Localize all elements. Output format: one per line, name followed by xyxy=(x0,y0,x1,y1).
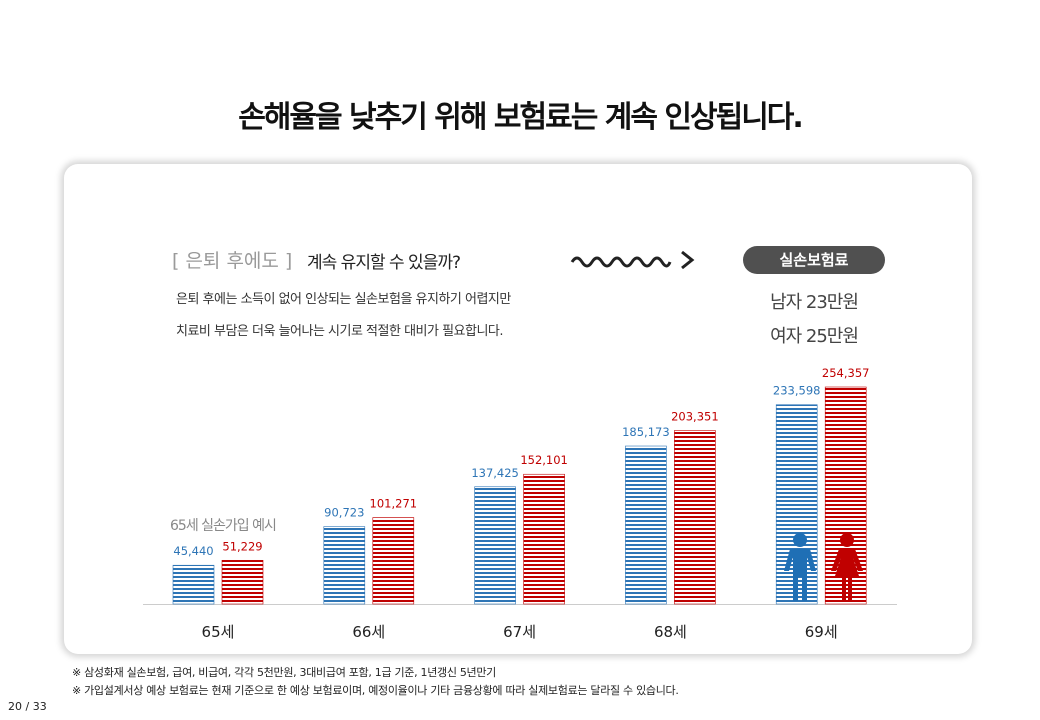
cost: 남자 23만원 xyxy=(770,292,859,313)
bracket-text: [ 은퇴 후에도 ] xyxy=(172,250,293,272)
bar xyxy=(172,564,215,605)
description: 치료비 부담은 더욱 늘어나는 시기로 적절한 대비가 필요합니다. xyxy=(176,324,504,339)
chart-note: 65세 실손가입 예시 xyxy=(170,518,277,534)
bar xyxy=(674,430,716,605)
value-label: 185,173 xyxy=(622,425,670,439)
badge: 실손보험료 xyxy=(743,246,885,274)
title: 손해율을 낮추기 위해 보험료는 계속 인상됩니다. xyxy=(238,100,804,135)
female-icon xyxy=(831,533,863,601)
footnote: ※ 삼성화재 실손보험, 급여, 비급여, 각각 5천만원, 3대비급여 포함,… xyxy=(72,666,497,679)
description: 은퇴 후에는 소득이 없어 인상되는 실손보험을 유지하기 어렵지만 xyxy=(176,292,511,307)
value-label: 45,440 xyxy=(173,544,213,558)
squiggle-arrow xyxy=(570,250,695,270)
bar xyxy=(523,473,565,605)
value-label: 51,229 xyxy=(222,539,262,553)
value-label: 152,101 xyxy=(520,453,568,467)
x-tick-label: 69세 xyxy=(805,623,838,641)
bar xyxy=(221,559,264,605)
bar xyxy=(323,526,366,605)
question: 계속 유지할 수 있을까? xyxy=(307,253,461,273)
x-tick-label: 68세 xyxy=(654,623,687,641)
value-label: 233,598 xyxy=(773,384,821,398)
bar xyxy=(625,445,667,605)
cost: 여자 25만원 xyxy=(770,326,859,347)
x-tick-label: 67세 xyxy=(503,623,536,641)
male-icon xyxy=(784,533,816,601)
bar xyxy=(474,486,516,605)
value-label: 203,351 xyxy=(671,410,719,424)
value-label: 137,425 xyxy=(471,466,519,480)
x-tick-label: 65세 xyxy=(202,623,235,641)
page-number: 20 / 33 xyxy=(8,700,47,713)
x-tick-label: 66세 xyxy=(352,623,385,641)
value-label: 254,357 xyxy=(822,366,870,380)
value-label: 101,271 xyxy=(370,497,418,511)
card xyxy=(64,164,972,654)
bar xyxy=(372,517,415,605)
footnote: ※ 가입설계서상 예상 보험료는 현재 기준으로 한 예상 보험료이며, 예정이… xyxy=(72,684,679,697)
value-label: 90,723 xyxy=(324,506,364,520)
